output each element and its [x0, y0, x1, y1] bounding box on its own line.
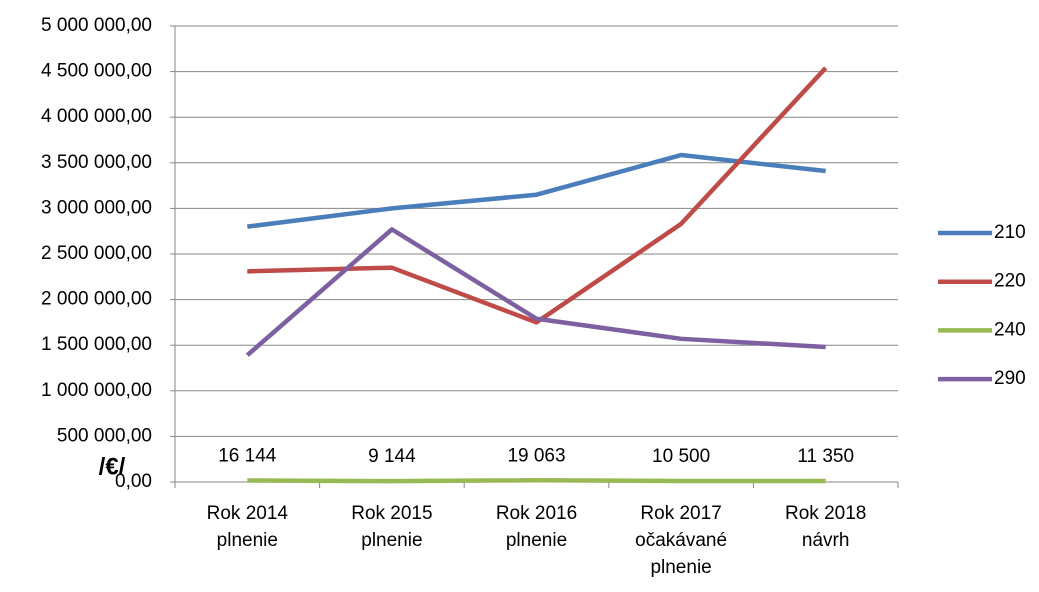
unit-annotation: /€/ [99, 453, 126, 480]
y-tick-label: 4 000 000,00 [41, 106, 152, 127]
y-tick-label: 3 000 000,00 [41, 197, 152, 218]
y-tick-label: 1 500 000,00 [41, 334, 152, 355]
y-tick-label: 0,00 [115, 471, 152, 492]
y-tick-label: 2 500 000,00 [41, 243, 152, 264]
data-label: 9 144 [368, 446, 416, 467]
legend-label: 290 [994, 368, 1026, 389]
data-label: 10 500 [652, 446, 710, 467]
y-tick-label: 1 000 000,00 [41, 380, 152, 401]
y-tick-label: 2 000 000,00 [41, 289, 152, 310]
y-tick-label: 4 500 000,00 [41, 61, 152, 82]
x-tick-label: Rok 2014 plnenie [206, 503, 288, 551]
legend-label: 220 [994, 271, 1026, 292]
data-label: 16 144 [218, 446, 277, 467]
data-label: 11 350 [797, 446, 854, 467]
x-tick-label: Rok 2015 plnenie [351, 503, 433, 551]
x-tick-label: Rok 2017 očakávané plnenie [635, 503, 728, 578]
y-tick-label: 5 000 000,00 [41, 15, 152, 36]
series-line [247, 478, 826, 484]
series-line [247, 152, 826, 229]
y-tick-label: 3 500 000,00 [41, 152, 152, 173]
data-label: 19 063 [507, 445, 565, 466]
y-tick-label: 500 000,00 [57, 425, 152, 446]
x-tick-label: Rok 2016 plnenie [495, 503, 578, 551]
legend-label: 240 [994, 319, 1026, 340]
legend-label: 210 [994, 222, 1026, 243]
series-line [245, 227, 826, 357]
x-tick-label: Rok 2018 návrh [785, 503, 867, 551]
